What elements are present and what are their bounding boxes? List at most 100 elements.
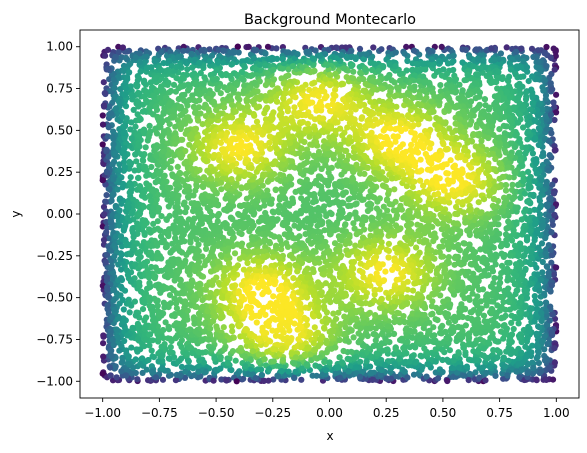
- scatter-point: [472, 369, 479, 376]
- scatter-point: [509, 181, 516, 188]
- scatter-point: [508, 319, 515, 326]
- scatter-point: [393, 103, 400, 110]
- scatter-point: [538, 177, 545, 184]
- scatter-point: [134, 220, 141, 227]
- scatter-point: [166, 292, 174, 299]
- scatter-point: [435, 190, 442, 197]
- scatter-point: [149, 337, 156, 344]
- scatter-point: [250, 124, 257, 131]
- scatter-point: [384, 165, 391, 172]
- scatter-point: [340, 347, 347, 355]
- scatter-point: [238, 184, 245, 191]
- scatter-point: [160, 163, 167, 171]
- scatter-point: [162, 319, 169, 326]
- scatter-point: [484, 265, 491, 272]
- scatter-point: [140, 203, 147, 210]
- scatter-point: [121, 287, 129, 294]
- scatter-point: [409, 334, 416, 341]
- scatter-point: [433, 181, 441, 188]
- scatter-point: [196, 320, 203, 327]
- scatter-point: [539, 269, 546, 276]
- scatter-point: [522, 96, 530, 103]
- scatter-point: [139, 306, 147, 313]
- scatter-point: [219, 59, 227, 66]
- scatter-point: [522, 265, 529, 273]
- scatter-point: [170, 81, 178, 88]
- scatter-point: [439, 356, 446, 364]
- scatter-point: [400, 345, 407, 352]
- scatter-point: [126, 309, 133, 316]
- scatter-point: [357, 228, 364, 236]
- scatter-point: [298, 195, 305, 202]
- scatter-point: [180, 322, 187, 329]
- scatter-point: [446, 199, 453, 206]
- scatter-point: [167, 165, 174, 172]
- scatter-point: [240, 375, 247, 382]
- scatter-point: [240, 112, 247, 119]
- scatter-point: [154, 323, 161, 330]
- scatter-point: [417, 156, 424, 163]
- scatter-point: [146, 342, 153, 349]
- scatter-point: [195, 117, 202, 124]
- scatter-point: [551, 116, 558, 124]
- scatter-point: [420, 182, 427, 189]
- scatter-point: [474, 104, 481, 112]
- scatter-point: [304, 196, 311, 203]
- scatter-point: [126, 47, 133, 55]
- scatter-point: [150, 220, 157, 227]
- scatter-point: [335, 309, 342, 316]
- scatter-point: [404, 294, 411, 301]
- scatter-point: [551, 104, 558, 111]
- scatter-point: [158, 213, 165, 220]
- scatter-point: [383, 133, 390, 141]
- chart-title: Background Montecarlo: [244, 12, 416, 28]
- scatter-point: [178, 234, 185, 241]
- scatter-point: [483, 146, 490, 153]
- scatter-point: [132, 123, 139, 130]
- scatter-point: [130, 106, 137, 113]
- scatter-point: [304, 120, 311, 127]
- scatter-point: [267, 338, 274, 345]
- scatter-point: [403, 43, 410, 51]
- scatter-point: [119, 44, 126, 51]
- scatter-point: [173, 320, 180, 327]
- scatter-point: [516, 281, 523, 288]
- scatter-point: [332, 70, 339, 77]
- scatter-point: [291, 104, 298, 111]
- scatter-point: [356, 299, 363, 306]
- scatter-point: [531, 237, 538, 244]
- scatter-point: [529, 342, 536, 349]
- scatter-point: [375, 214, 382, 221]
- scatter-point: [506, 337, 513, 344]
- scatter-point: [214, 218, 221, 225]
- scatter-point: [292, 188, 299, 195]
- scatter-point: [127, 174, 134, 181]
- scatter-point: [443, 273, 450, 280]
- scatter-point: [545, 213, 553, 220]
- scatter-point: [490, 78, 497, 85]
- scatter-point: [152, 125, 159, 132]
- scatter-point: [218, 376, 225, 383]
- scatter-point: [351, 225, 358, 232]
- scatter-point: [350, 68, 357, 75]
- scatter-point: [148, 347, 155, 354]
- scatter-point: [120, 306, 127, 313]
- scatter-point: [408, 141, 415, 148]
- scatter-point: [269, 81, 276, 88]
- scatter-point: [261, 202, 268, 209]
- scatter-point: [404, 278, 411, 285]
- scatter-point: [544, 340, 551, 348]
- scatter-point: [469, 290, 476, 297]
- scatter-point: [393, 212, 400, 219]
- scatter-point: [502, 149, 509, 156]
- scatter-point: [229, 283, 236, 290]
- scatter-point: [362, 293, 369, 300]
- scatter-point: [114, 116, 121, 123]
- scatter-point: [345, 202, 352, 210]
- scatter-point: [503, 44, 510, 51]
- scatter-point: [502, 231, 510, 238]
- scatter-point: [217, 139, 224, 146]
- scatter-point: [504, 259, 511, 266]
- scatter-point: [528, 45, 536, 52]
